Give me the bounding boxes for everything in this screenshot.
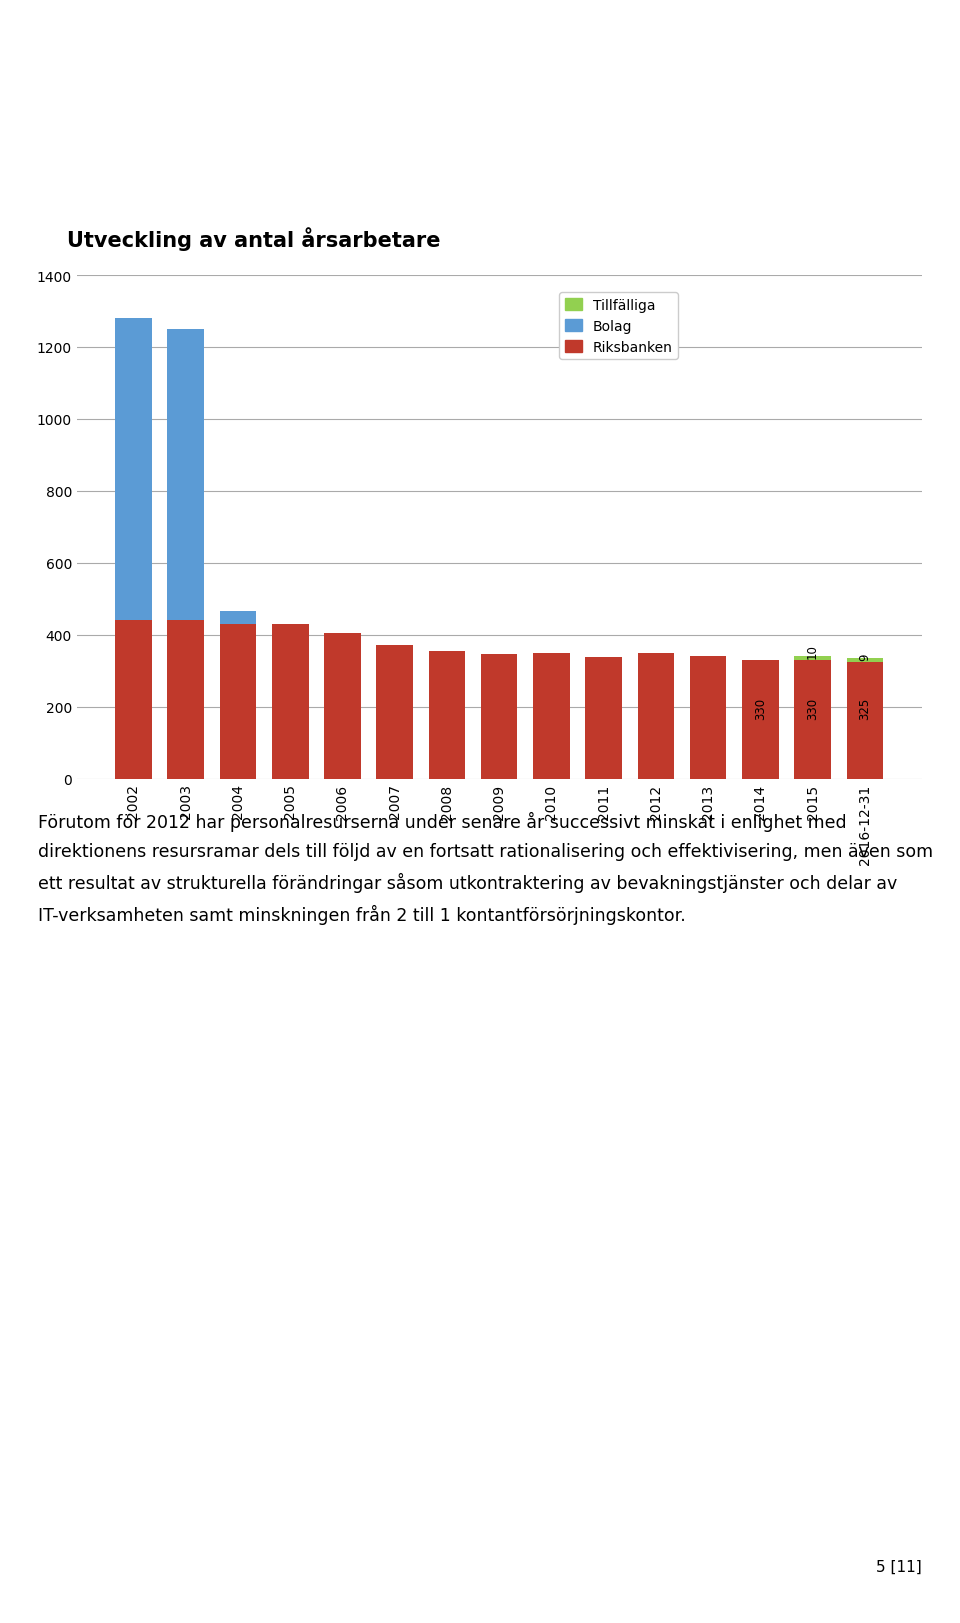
Bar [794, 661, 831, 779]
Bar [115, 320, 152, 622]
Bar [220, 625, 256, 779]
Bar [167, 329, 204, 622]
Bar [690, 657, 727, 779]
Text: 330: 330 [754, 698, 767, 719]
Bar [794, 657, 831, 661]
Bar [847, 662, 883, 779]
Bar [376, 646, 413, 779]
Text: SVERIGES
RIKSBANK: SVERIGES RIKSBANK [819, 105, 871, 127]
Bar [533, 652, 569, 779]
Bar [742, 661, 779, 779]
Text: 9: 9 [858, 654, 872, 661]
Legend: Tillfälliga, Bolag, Riksbanken: Tillfälliga, Bolag, Riksbanken [560, 292, 678, 360]
Bar [324, 633, 361, 779]
Text: Utveckling av antal årsarbetare: Utveckling av antal årsarbetare [67, 227, 441, 250]
Text: 5 [11]: 5 [11] [876, 1558, 922, 1574]
Bar [167, 622, 204, 779]
Text: 325: 325 [858, 698, 872, 719]
Text: 330: 330 [806, 698, 819, 719]
Bar [272, 625, 308, 779]
Text: ♛: ♛ [833, 50, 856, 75]
Bar [586, 657, 622, 779]
Bar [429, 651, 466, 779]
Text: Förutom för 2012 har personalresurserna under senare år successivt minskat i enl: Förutom för 2012 har personalresurserna … [38, 812, 933, 923]
Bar [481, 654, 517, 779]
Bar [637, 652, 674, 779]
Bar [847, 659, 883, 662]
Bar [115, 622, 152, 779]
Bar [220, 612, 256, 625]
Text: 10: 10 [806, 644, 819, 659]
